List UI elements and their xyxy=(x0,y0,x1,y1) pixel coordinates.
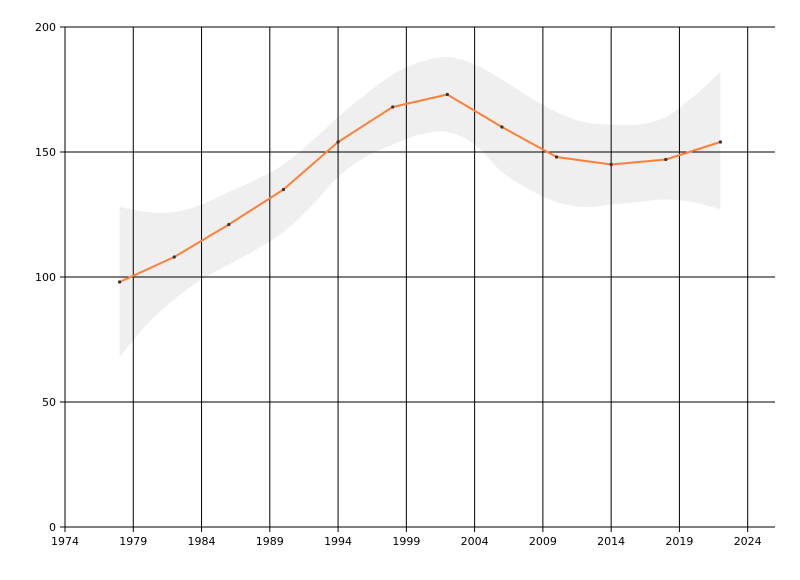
y-tick-label: 150 xyxy=(35,146,56,159)
data-point xyxy=(172,255,176,259)
y-tick-label: 0 xyxy=(49,521,56,534)
axis-layer xyxy=(64,27,775,528)
data-point xyxy=(500,125,504,129)
confidence-band xyxy=(119,56,721,357)
series-layer xyxy=(118,92,722,284)
x-tick-label: 1999 xyxy=(392,535,420,548)
data-point xyxy=(227,222,231,227)
data-point xyxy=(118,280,122,284)
x-tick-label: 1974 xyxy=(51,535,79,548)
y-tick-label: 100 xyxy=(35,271,56,284)
x-tick-label: 2019 xyxy=(665,535,693,548)
x-tick-label: 1989 xyxy=(256,535,284,548)
data-point xyxy=(336,140,340,144)
data-point xyxy=(445,92,449,97)
x-tick-label: 2004 xyxy=(461,535,489,548)
x-tick-label: 2014 xyxy=(597,535,625,548)
data-point xyxy=(609,162,613,167)
data-point xyxy=(281,187,286,192)
x-tick-label: 2009 xyxy=(529,535,557,548)
series-line xyxy=(119,93,721,283)
x-tick-label: 2024 xyxy=(734,535,762,548)
confidence-band-layer xyxy=(119,56,721,357)
y-tick-label: 50 xyxy=(42,396,56,409)
x-tick-label: 1979 xyxy=(119,535,147,548)
data-point xyxy=(664,157,668,162)
x-tick-label: 1984 xyxy=(188,535,216,548)
y-tick-label: 200 xyxy=(35,21,56,34)
data-point xyxy=(718,140,722,144)
data-point xyxy=(554,155,559,159)
tick-label-layer: 1974 1979 1984 1989 1994 1999 2004 2009 2014 2019… xyxy=(35,21,762,548)
x-tick-label: 1994 xyxy=(324,535,352,548)
data-point xyxy=(391,105,395,109)
